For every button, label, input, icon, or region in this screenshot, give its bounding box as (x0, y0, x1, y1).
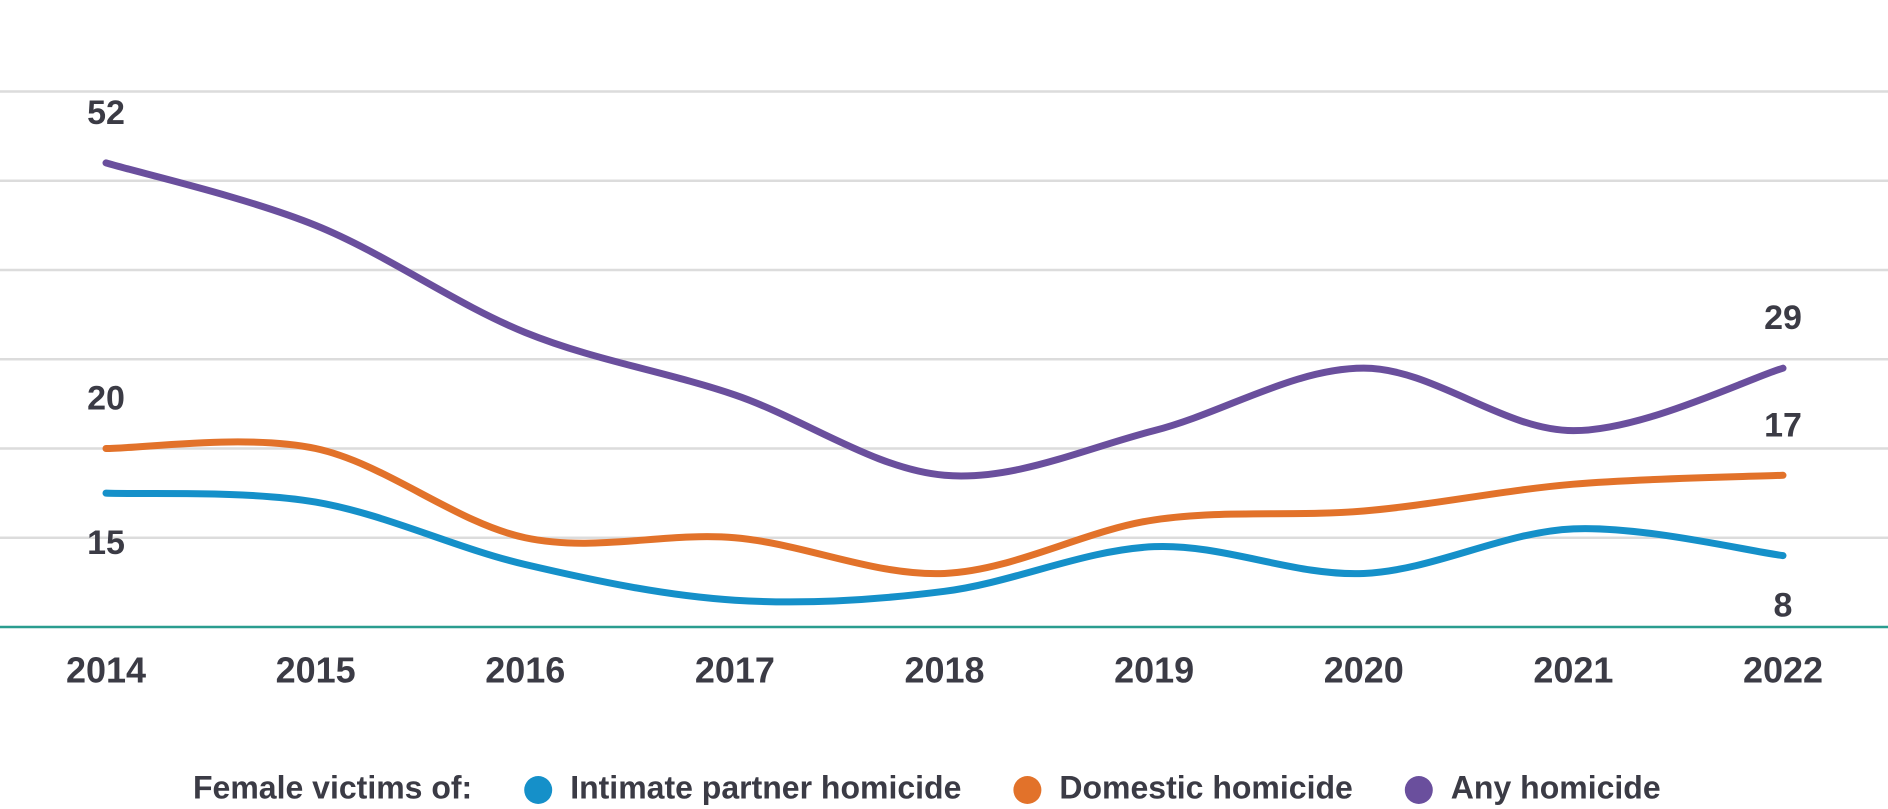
x-tick-label: 2021 (1533, 650, 1613, 691)
line (102, 489, 1787, 606)
legend-label: Intimate partner homicide (570, 769, 961, 805)
data-label: 8 (1774, 587, 1793, 625)
legend-marker (524, 776, 553, 804)
legend-label: Any homicide (1451, 769, 1661, 805)
line (102, 159, 1787, 480)
data-label: 29 (1764, 299, 1802, 337)
x-tick-label: 2017 (695, 650, 775, 691)
legend-title: Female victims of: (193, 769, 472, 805)
x-tick-label: 2018 (904, 650, 984, 691)
legend-label: Domestic homicide (1059, 769, 1352, 805)
legend-marker (1013, 776, 1042, 804)
data-label: 15 (87, 524, 125, 562)
x-tick-label: 2016 (485, 650, 565, 691)
legend-marker (1404, 776, 1433, 804)
data-label: 52 (87, 94, 125, 132)
x-tick-label: 2015 (276, 650, 356, 691)
x-tick-label: 2014 (66, 650, 146, 691)
data-label: 20 (87, 379, 125, 417)
data-label: 17 (1764, 406, 1802, 444)
x-tick-label: 2019 (1114, 650, 1194, 691)
x-tick-label: 2022 (1743, 650, 1823, 691)
line (102, 438, 1787, 578)
x-tick-label: 2020 (1324, 650, 1404, 691)
